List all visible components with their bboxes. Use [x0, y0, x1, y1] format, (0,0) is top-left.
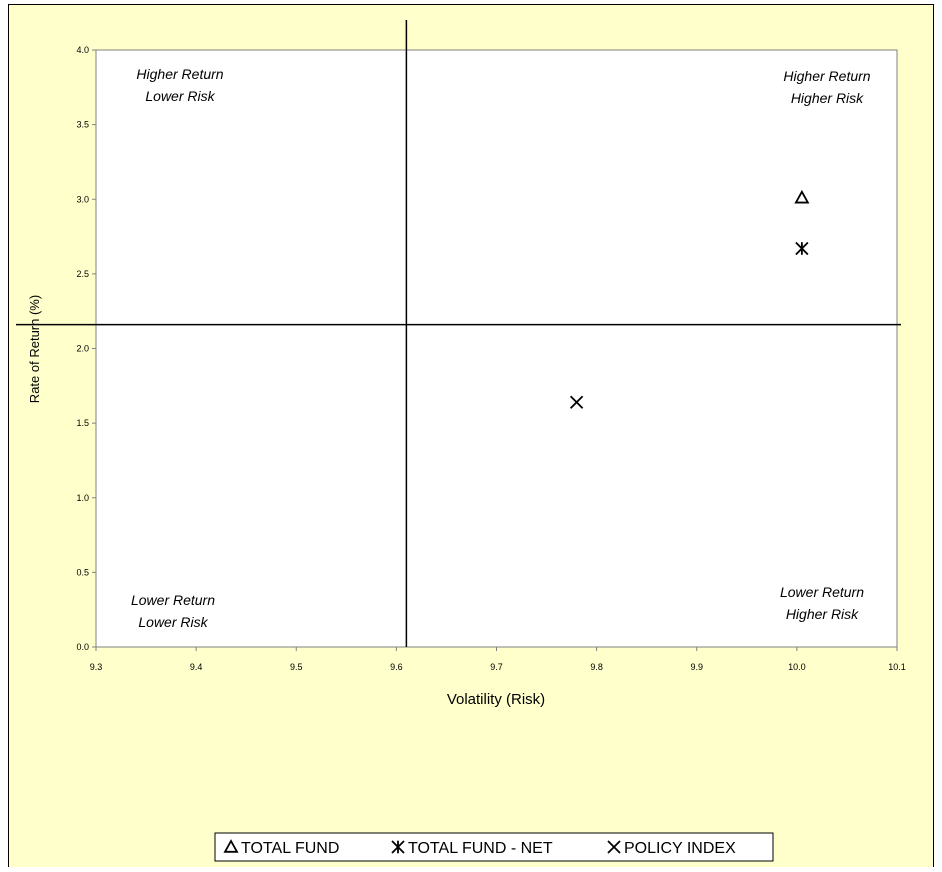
point-total-fund: [794, 189, 810, 204]
legend-box: [214, 832, 774, 862]
y-tick-label: 1.5: [76, 418, 89, 428]
x-tick-label: 9.8: [590, 662, 603, 672]
quadrant-dividers: [16, 20, 901, 647]
point-policy-index: [569, 395, 584, 409]
quadrant-label-line1: Lower Return: [780, 584, 864, 600]
quadrant-label-line2: Higher Risk: [786, 606, 859, 622]
x-tick-label: 9.9: [690, 662, 703, 672]
x-axis-ticks: 9.3 9.4 9.5 9.6 9.7 9.8 9.9 10.0 10.1: [90, 647, 906, 672]
x-axis-label: Volatility (Risk): [447, 691, 545, 708]
x-tick-label: 9.4: [190, 662, 203, 672]
legend-marker: [223, 839, 239, 853]
legend-item-total-fund: TOTAL FUND: [223, 839, 339, 857]
x-tick-label: 9.3: [90, 662, 103, 672]
point-total-fund-net: [795, 241, 809, 256]
legend-marker: [391, 840, 405, 854]
x-tick-label: 9.5: [290, 662, 303, 672]
data-points: [569, 189, 810, 409]
y-tick-label: 3.5: [76, 120, 89, 130]
y-tick-label: 2.0: [76, 344, 89, 354]
x-tick-label: 10.0: [788, 662, 806, 672]
legend-label: TOTAL FUND: [241, 840, 339, 857]
legend-marker: [607, 840, 621, 854]
quadrant-labels: Higher Return Lower Risk Higher Return High…: [131, 66, 871, 630]
y-tick-label: 0.0: [76, 642, 89, 652]
risk-return-chart: 0.0 0.5 1.0 1.5 2.0 2.5 3.0 3.5 4.0 9.3 9.4 9.5 9.6…: [9, 5, 933, 867]
y-axis-label: Rate of Return (%): [27, 295, 42, 403]
quadrant-label-line2: Lower Risk: [138, 614, 208, 630]
x-tick-label: 9.7: [490, 662, 503, 672]
plot-area: [95, 49, 898, 648]
quadrant-label-line1: Higher Return: [136, 66, 223, 82]
legend-item-policy-index: POLICY INDEX: [607, 840, 736, 857]
legend-label: POLICY INDEX: [624, 840, 736, 857]
y-tick-label: 0.5: [76, 567, 89, 577]
legend: TOTAL FUND TOTAL FUND - NET POLICY INDEX: [214, 832, 774, 862]
x-tick-label: 9.6: [390, 662, 403, 672]
x-tick-label: 10.1: [888, 662, 906, 672]
y-axis-ticks: 0.0 0.5 1.0 1.5 2.0 2.5 3.0 3.5 4.0: [76, 45, 96, 652]
y-tick-label: 2.5: [76, 269, 89, 279]
chart-frame: 0.0 0.5 1.0 1.5 2.0 2.5 3.0 3.5 4.0 9.3 9.4 9.5 9.6…: [8, 4, 934, 867]
legend-label: TOTAL FUND - NET: [408, 840, 553, 857]
y-tick-label: 1.0: [76, 493, 89, 503]
y-tick-label: 3.0: [76, 194, 89, 204]
legend-item-total-fund-net: TOTAL FUND - NET: [391, 840, 553, 857]
quadrant-label-line1: Higher Return: [783, 68, 870, 84]
quadrant-label-line2: Higher Risk: [791, 90, 864, 106]
quadrant-label-line2: Lower Risk: [145, 88, 215, 104]
quadrant-label-line1: Lower Return: [131, 592, 215, 608]
y-tick-label: 4.0: [76, 45, 89, 55]
